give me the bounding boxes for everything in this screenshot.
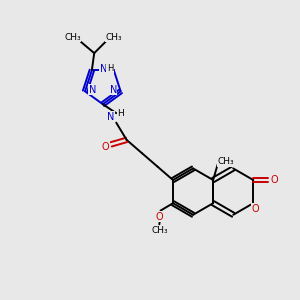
Text: CH₃: CH₃ — [218, 157, 234, 166]
Text: H: H — [107, 64, 113, 74]
Text: N: N — [89, 85, 96, 95]
Text: O: O — [251, 204, 259, 214]
Text: CH₃: CH₃ — [151, 226, 168, 235]
Text: O: O — [101, 142, 109, 152]
Text: N: N — [110, 85, 117, 95]
Text: N: N — [100, 64, 107, 74]
Text: CH₃: CH₃ — [64, 33, 81, 42]
Text: CH₃: CH₃ — [106, 33, 122, 42]
Text: O: O — [270, 175, 278, 185]
Text: H: H — [117, 109, 124, 118]
Text: O: O — [155, 212, 163, 222]
Text: N: N — [107, 112, 115, 122]
